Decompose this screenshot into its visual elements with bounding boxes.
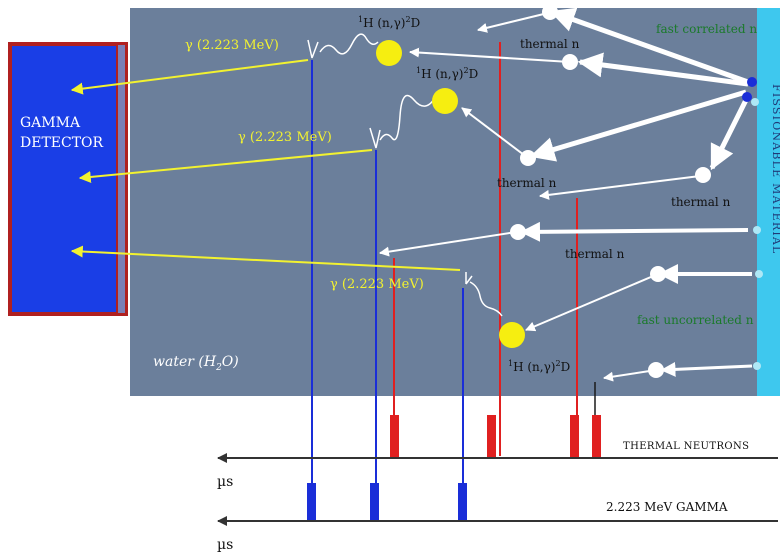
material-dot — [753, 226, 761, 234]
thermal-label-2: thermal n — [497, 176, 557, 190]
gamma-label-2: γ (2.223 MeV) — [238, 130, 332, 145]
gamma-detector — [8, 42, 128, 316]
timeline-gamma: 2.223 MeV GAMMA µs — [217, 483, 778, 553]
fissionable-material-label: FISSIONABLE MATERIAL — [770, 84, 780, 255]
capture-ball-2 — [432, 88, 458, 114]
time-unit-top: µs — [217, 474, 233, 490]
squiggle-2 — [379, 94, 437, 141]
neutron-pulse-3 — [570, 415, 579, 457]
capture-ball-3 — [499, 322, 525, 348]
fast-uncorrelated-arrow-2 — [660, 361, 753, 377]
gamma-ray-2 — [78, 149, 373, 183]
photon-squiggles — [319, 33, 503, 317]
thermal-arrow-5 — [520, 221, 749, 242]
gamma-pulse-3 — [458, 483, 467, 520]
fast-correlated-arrow-b — [577, 52, 749, 87]
scatter-node — [542, 4, 558, 20]
gamma-label-1: γ (2.223 MeV) — [185, 38, 279, 53]
scatter-node — [520, 150, 536, 166]
thermal-arrow-2 — [409, 47, 571, 63]
neutron-pulse-1 — [390, 415, 399, 457]
gamma-label-3: γ (2.223 MeV) — [330, 277, 424, 292]
squiggle-3 — [469, 281, 503, 317]
fast-correlated-arrow-c — [529, 89, 747, 162]
thermal-arrow-6 — [379, 231, 517, 257]
thermal-label-4: thermal n — [565, 247, 625, 261]
material-dot — [751, 98, 759, 106]
neutron-pulse-4 — [592, 415, 601, 457]
detector-label-line2: DETECTOR — [20, 135, 104, 151]
thermal-arrow-7 — [525, 273, 659, 332]
neutron-pulse-2 — [487, 415, 496, 457]
thermal-arrow-4 — [539, 175, 701, 200]
scatter-nodes — [510, 4, 711, 378]
capture-label-3: 1H (n,γ)2D — [508, 359, 570, 374]
thermal-arrow-3 — [461, 107, 529, 159]
scatter-node — [510, 224, 526, 240]
squiggle-1 — [319, 33, 379, 55]
time-unit-bottom: µs — [217, 537, 233, 553]
detector-label-line1: GAMMA — [20, 115, 81, 131]
gamma-timeline-label: 2.223 MeV GAMMA — [606, 500, 728, 514]
neutron-arrows — [379, 7, 753, 382]
gamma-ray-3 — [70, 245, 461, 271]
fission-points — [742, 77, 763, 370]
water-label: water (H2O) — [153, 354, 239, 373]
thermal-label-3: thermal n — [671, 195, 731, 209]
capture-label-1: 1H (n,γ)2D — [358, 15, 420, 30]
fast-correlated-arrow-a — [549, 7, 749, 85]
fast-uncorrelated-label: fast uncorrelated n — [637, 313, 754, 327]
thermal-arrow-1 — [477, 11, 553, 33]
fast-correlated-label: fast correlated n — [656, 22, 757, 36]
gamma-ray-1 — [70, 59, 309, 95]
fast-correlated-arrow-d — [709, 94, 751, 171]
gamma-pulse-2 — [370, 483, 379, 520]
photon-forks — [307, 39, 473, 285]
detector-side-rail — [116, 43, 127, 315]
material-dot — [755, 270, 763, 278]
capture-ball-1 — [376, 40, 402, 66]
capture-label-2: 1H (n,γ)2D — [416, 66, 478, 81]
scatter-node — [648, 362, 664, 378]
fission-point — [742, 92, 752, 102]
fissionable-material — [757, 8, 780, 396]
scatter-node — [650, 266, 666, 282]
gamma-rays — [70, 59, 461, 271]
thermal-arrow-8 — [603, 369, 657, 382]
timeline-neutrons: THERMAL NEUTRONS µs — [217, 415, 778, 490]
material-dot — [753, 362, 761, 370]
capture-balls — [376, 40, 525, 348]
fission-point — [747, 77, 757, 87]
scatter-node — [695, 167, 711, 183]
thermal-neutrons-label: THERMAL NEUTRONS — [623, 441, 749, 452]
scatter-node — [562, 54, 578, 70]
gamma-pulse-1 — [307, 483, 316, 520]
thermal-label-1: thermal n — [520, 37, 580, 51]
